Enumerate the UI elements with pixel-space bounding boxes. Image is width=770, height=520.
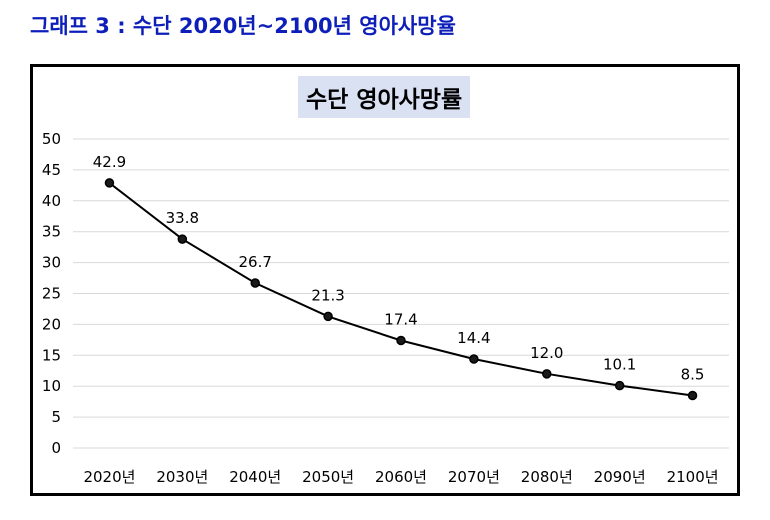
data-label: 42.9 <box>93 153 126 171</box>
data-label: 26.7 <box>239 253 272 271</box>
line-chart: 0 5 10 15 20 25 30 35 40 45 50 2020년 2030년 2040년 2050년… <box>42 130 729 486</box>
y-tick-label: 25 <box>42 285 61 303</box>
x-tick-label: 2070년 <box>448 468 500 486</box>
data-point <box>687 390 698 401</box>
data-point <box>469 354 479 364</box>
y-tick-label: 5 <box>51 408 61 426</box>
data-point <box>250 278 260 288</box>
page-heading: 그래프 3 : 수단 2020년~2100년 영아사망율 <box>30 14 456 38</box>
data-point <box>104 178 115 188</box>
data-label: 21.3 <box>311 286 344 304</box>
data-label: 12.0 <box>530 344 563 362</box>
x-tick-label: 2020년 <box>83 468 135 486</box>
x-tick-label: 2080년 <box>521 468 573 486</box>
data-point <box>323 311 333 322</box>
y-tick-label: 50 <box>42 130 61 148</box>
data-label: 8.5 <box>681 365 705 383</box>
data-point <box>614 380 625 391</box>
data-point <box>396 335 406 346</box>
x-tick-label: 2060년 <box>375 468 427 486</box>
data-point <box>542 369 552 379</box>
x-tick-label: 2050년 <box>302 468 354 486</box>
y-tick-label: 15 <box>42 346 61 364</box>
x-tick-label: 2040년 <box>229 468 281 486</box>
x-tick-label: 2100년 <box>667 468 719 486</box>
y-tick-label: 35 <box>42 223 61 241</box>
x-tick-label: 2090년 <box>594 468 646 486</box>
data-label: 10.1 <box>603 356 636 374</box>
chart-title: 수단 영아사망률 <box>298 76 471 118</box>
chart-frame: 0 5 10 15 20 25 30 35 40 45 50 2020년 2030년 2040년 2050년… <box>30 64 740 496</box>
y-tick-label: 10 <box>42 377 61 395</box>
data-label: 17.4 <box>384 310 417 328</box>
x-tick-label: 2030년 <box>156 468 208 486</box>
data-label: 33.8 <box>166 209 199 227</box>
y-tick-label: 40 <box>42 192 61 210</box>
data-label: 14.4 <box>457 329 490 347</box>
data-point <box>177 234 188 244</box>
y-tick-label: 0 <box>51 439 61 457</box>
y-tick-label: 30 <box>42 254 61 272</box>
y-tick-label: 20 <box>42 315 61 333</box>
y-tick-label: 45 <box>42 161 61 179</box>
